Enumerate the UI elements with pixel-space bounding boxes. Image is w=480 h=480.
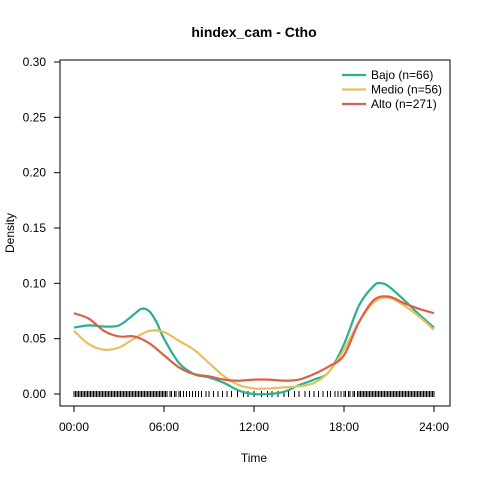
- series-line-2: [73, 295, 435, 382]
- x-tick-label: 12:00: [239, 420, 269, 434]
- legend-label: Medio (n=56): [371, 83, 442, 97]
- legend-label: Alto (n=271): [371, 97, 437, 111]
- series-line-1: [73, 296, 435, 390]
- y-axis-label: Density: [3, 213, 17, 253]
- y-tick-label: 0.30: [23, 55, 47, 69]
- legend: Bajo (n=66)Medio (n=56)Alto (n=271): [342, 68, 442, 111]
- x-axis-label: Time: [241, 451, 268, 465]
- series-lines: [73, 281, 435, 396]
- x-axis: 00:00 06:00 12:00 18:00 24:00: [59, 405, 449, 434]
- y-tick-label: 0.20: [23, 166, 47, 180]
- rug-marks: [73, 391, 435, 397]
- chart-title: hindex_cam - Ctho: [191, 24, 316, 40]
- y-tick-label: 0.05: [23, 332, 47, 346]
- y-tick-label: 0.10: [23, 276, 47, 290]
- y-tick-label: 0.15: [23, 221, 47, 235]
- legend-label: Bajo (n=66): [371, 68, 433, 82]
- x-tick-label: 18:00: [329, 420, 359, 434]
- y-tick-label: 0.25: [23, 110, 47, 124]
- x-tick-label: 24:00: [419, 420, 449, 434]
- plot-frame: [59, 59, 451, 407]
- y-axis: 0.00 0.05 0.10 0.15 0.20 0.25 0.30: [23, 55, 61, 401]
- x-tick-label: 06:00: [149, 420, 179, 434]
- x-tick-label: 00:00: [59, 420, 89, 434]
- y-tick-label: 0.00: [23, 387, 47, 401]
- series-line-0: [73, 281, 435, 396]
